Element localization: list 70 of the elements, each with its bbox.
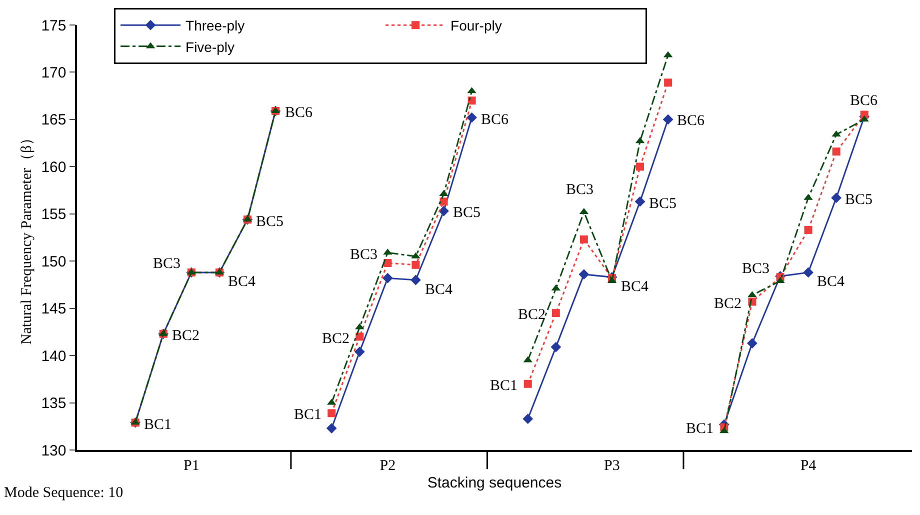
point bbox=[356, 332, 364, 341]
point bbox=[328, 409, 336, 418]
annotation: BC6 bbox=[481, 112, 510, 128]
annotation: BC3 bbox=[153, 256, 181, 272]
y-tick-label: 165 bbox=[41, 112, 66, 129]
point bbox=[552, 309, 560, 318]
annotation: BC1 bbox=[294, 407, 322, 423]
annotation: BC5 bbox=[453, 205, 481, 221]
point bbox=[326, 423, 337, 434]
annotation: BC2 bbox=[518, 307, 546, 323]
annotation: BC2 bbox=[172, 328, 200, 344]
y-tick-label: 140 bbox=[41, 348, 66, 365]
point bbox=[578, 269, 590, 280]
annotation: BC5 bbox=[845, 192, 873, 208]
point bbox=[522, 414, 534, 424]
annotation: BC4 bbox=[817, 274, 846, 290]
annotation: BC5 bbox=[256, 214, 284, 230]
point bbox=[410, 274, 421, 286]
annotation: BC6 bbox=[285, 105, 314, 121]
point bbox=[466, 112, 477, 123]
y-tick-label: 135 bbox=[41, 395, 66, 412]
annotation: BC1 bbox=[144, 417, 172, 433]
point bbox=[636, 162, 644, 171]
text: Mode Sequence: 10 bbox=[4, 485, 124, 501]
annotation: BC4 bbox=[228, 274, 256, 290]
point bbox=[412, 260, 420, 269]
point bbox=[468, 96, 476, 105]
point bbox=[832, 148, 840, 156]
x-tick-label: P4 bbox=[800, 458, 817, 474]
annotation: BC4 bbox=[425, 282, 454, 298]
point bbox=[354, 346, 365, 357]
x-tick-label: P2 bbox=[380, 458, 396, 474]
annotation: BC6 bbox=[677, 113, 706, 129]
x-tick-label: P1 bbox=[183, 458, 200, 474]
y-tick-label: 130 bbox=[41, 442, 66, 460]
annotation: BC3 bbox=[350, 247, 378, 263]
point bbox=[662, 114, 674, 125]
annotation: BC1 bbox=[686, 421, 714, 437]
y-tick-label: 170 bbox=[41, 64, 66, 82]
x-axis-title: Stacking sequences bbox=[427, 474, 562, 492]
point bbox=[550, 342, 562, 352]
annotation: BC1 bbox=[490, 378, 518, 394]
annotation: BC4 bbox=[621, 279, 650, 295]
legend-label: Five-ply bbox=[186, 38, 235, 55]
y-tick-label: 155 bbox=[41, 206, 66, 224]
annotation: BC3 bbox=[742, 261, 770, 277]
point bbox=[746, 338, 758, 348]
annotation: BC2 bbox=[714, 296, 742, 312]
annotation: BC6 bbox=[850, 93, 878, 109]
legend-label: Four-ply bbox=[450, 18, 502, 34]
annotation: BC2 bbox=[322, 331, 350, 347]
point bbox=[524, 380, 532, 388]
point bbox=[803, 267, 814, 278]
point bbox=[831, 192, 842, 204]
y-tick-label: 160 bbox=[41, 158, 66, 176]
annotation: BC3 bbox=[566, 182, 594, 198]
y-tick-label: 175 bbox=[41, 17, 66, 34]
point bbox=[664, 78, 672, 87]
y-tick-label: 145 bbox=[41, 300, 66, 318]
y-tick-label: 150 bbox=[41, 253, 66, 270]
legend-label: Three-ply bbox=[186, 18, 245, 34]
x-tick-label: P3 bbox=[604, 458, 620, 474]
point bbox=[382, 272, 393, 284]
point bbox=[634, 196, 646, 207]
point bbox=[438, 206, 449, 216]
annotation: BC5 bbox=[649, 196, 677, 212]
point bbox=[804, 226, 812, 234]
y-axis-title: Natural Frequency Parameter（β） bbox=[18, 130, 35, 345]
point bbox=[440, 198, 448, 206]
point bbox=[580, 235, 588, 244]
